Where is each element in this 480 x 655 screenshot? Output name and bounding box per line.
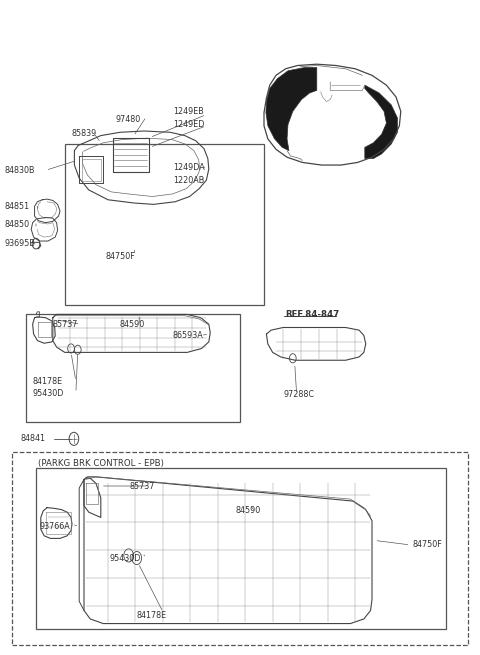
Text: 84590: 84590: [120, 320, 145, 329]
Text: 84841: 84841: [20, 434, 45, 443]
Text: 1249ED: 1249ED: [173, 120, 204, 129]
Bar: [12, 452, 468, 645]
Polygon shape: [266, 67, 317, 151]
Text: 84178E: 84178E: [33, 377, 63, 386]
Text: (PARKG BRK CONTROL - EPB): (PARKG BRK CONTROL - EPB): [38, 459, 164, 468]
Text: 85737: 85737: [53, 320, 78, 329]
Text: 84850: 84850: [5, 219, 30, 229]
Text: 97480: 97480: [115, 115, 141, 124]
Text: 1220AB: 1220AB: [173, 176, 204, 185]
Text: 84590: 84590: [235, 506, 261, 515]
Text: 84830B: 84830B: [5, 166, 36, 175]
Text: 93766A: 93766A: [39, 522, 70, 531]
Bar: [26, 314, 240, 422]
Text: REF.84-847: REF.84-847: [286, 310, 340, 319]
Text: 95430D: 95430D: [109, 553, 141, 563]
Text: 84750F: 84750F: [106, 252, 135, 261]
Text: 97288C: 97288C: [283, 390, 314, 399]
Text: 93695B: 93695B: [5, 239, 36, 248]
Text: 85737: 85737: [130, 481, 155, 491]
Polygon shape: [365, 85, 397, 159]
Bar: [65, 144, 264, 305]
Text: 95430D: 95430D: [33, 388, 64, 398]
Text: 84178E: 84178E: [137, 611, 167, 620]
Bar: [36, 468, 446, 629]
Text: 86593A: 86593A: [173, 331, 204, 340]
Text: 84851: 84851: [5, 202, 30, 211]
Text: 1249DA: 1249DA: [173, 162, 204, 172]
Text: 84750F: 84750F: [413, 540, 443, 550]
Text: 1249EB: 1249EB: [173, 107, 204, 116]
Text: 85839: 85839: [71, 129, 96, 138]
